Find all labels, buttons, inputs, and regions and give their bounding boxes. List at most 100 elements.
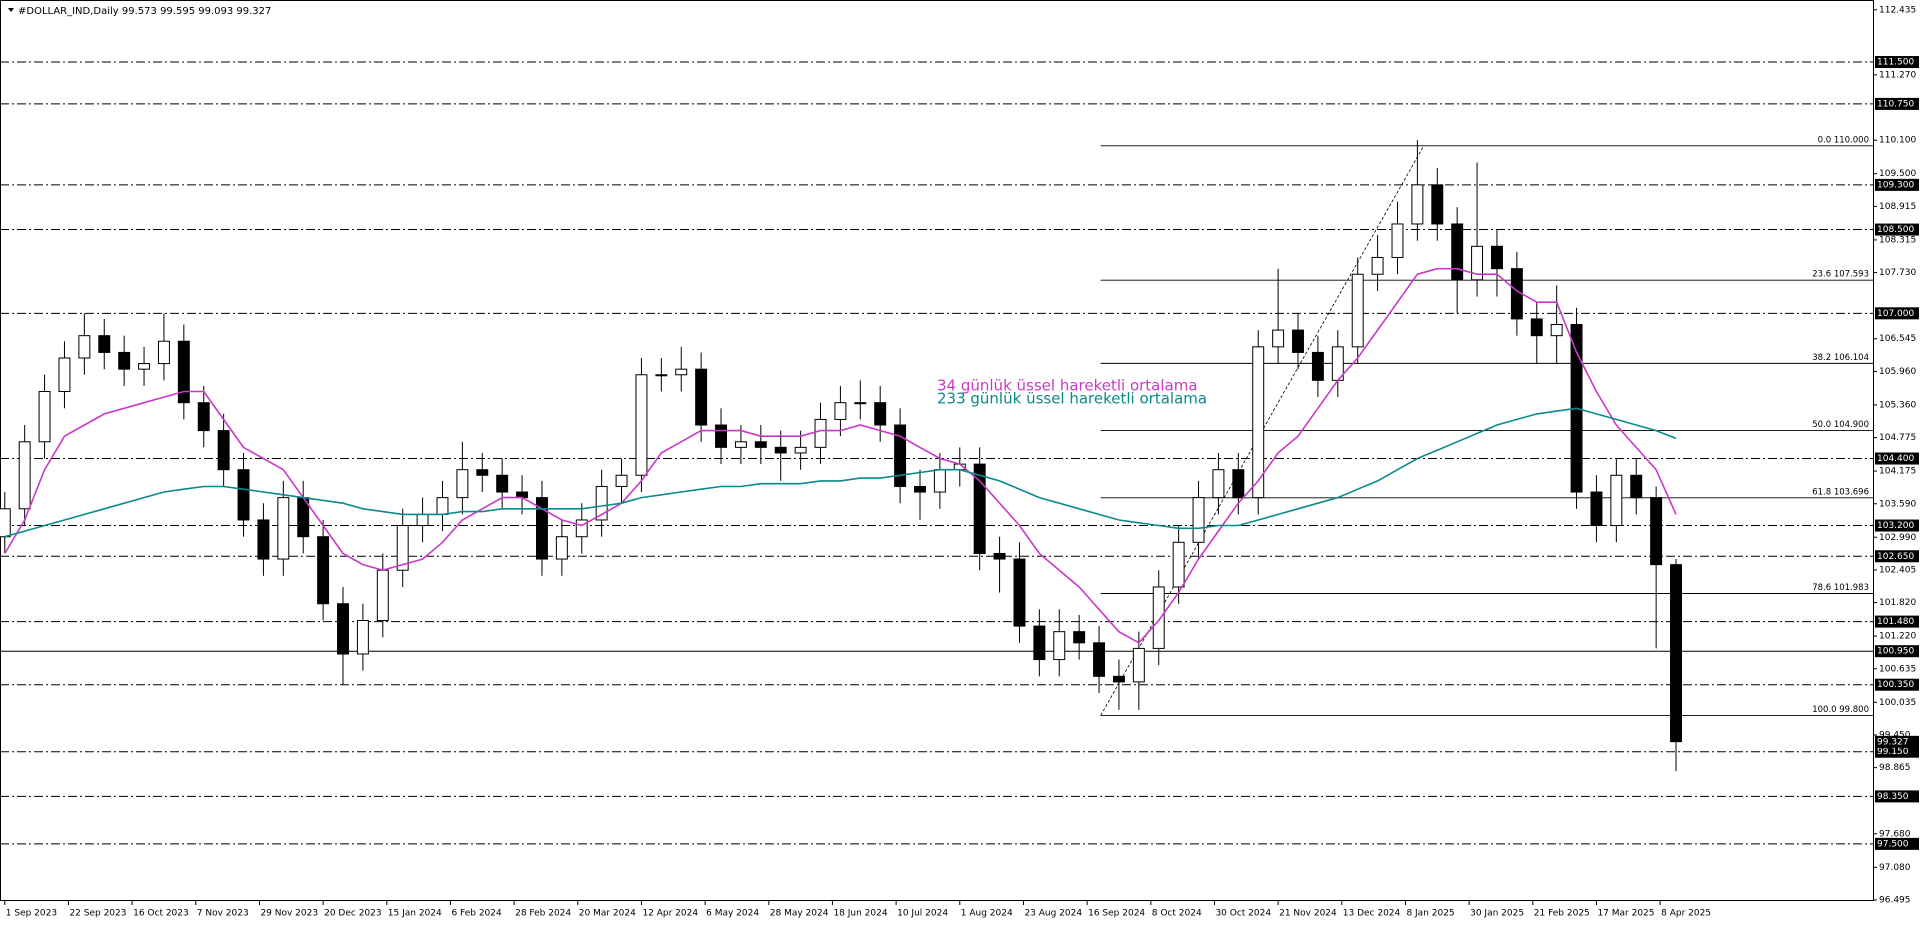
candle-body (157, 340, 170, 365)
level-label-box (1875, 745, 1919, 758)
candle-body (734, 441, 747, 448)
candle-body (476, 469, 489, 476)
candle (555, 519, 568, 576)
candle (1451, 207, 1464, 314)
fibo-label: 50.0 104.900 (1812, 420, 1869, 430)
y-tick-label: 100.035 (1879, 698, 1916, 708)
x-tick-label: 16 Sep 2024 (1088, 909, 1145, 919)
candle (317, 519, 330, 621)
level-label: 98.350 (1877, 792, 1909, 802)
candle-body (675, 368, 688, 376)
candle-body (933, 469, 946, 493)
candle-body (1630, 474, 1643, 499)
candle (337, 586, 349, 685)
candle-body (1152, 586, 1165, 649)
level-label: 110.750 (1877, 99, 1914, 109)
y-tick-label: 96.495 (1879, 896, 1911, 906)
candle (1431, 168, 1444, 241)
candle (1371, 235, 1384, 291)
candle-body (535, 497, 548, 560)
candle-body (496, 474, 509, 493)
candle (38, 374, 51, 459)
level-label: 97.500 (1877, 839, 1909, 849)
level-label-box (1875, 645, 1919, 658)
level-label-box (1875, 678, 1919, 691)
ema-line (4, 407, 1677, 538)
y-tick-label: 104.175 (1879, 467, 1916, 477)
x-tick-label: 10 Jul 2024 (897, 909, 948, 919)
y-tick-label: 100.635 (1879, 664, 1916, 674)
candle-body (1132, 647, 1145, 683)
last-price-label: 99.327 (1877, 737, 1909, 747)
candle-body (516, 491, 529, 499)
y-tick-label: 101.820 (1879, 598, 1916, 608)
level-label: 99.150 (1877, 747, 1909, 757)
level-label-box (1875, 452, 1919, 465)
level-label-box (1875, 97, 1919, 110)
level-label-box (1875, 307, 1919, 320)
candle (993, 536, 1006, 593)
level-label-box (1875, 615, 1919, 628)
candle-body (874, 402, 887, 426)
candle (1172, 525, 1185, 604)
menu-arrow[interactable] (8, 8, 14, 12)
y-tick-label: 104.775 (1879, 433, 1916, 443)
candle-body (794, 446, 807, 454)
candle (1252, 330, 1265, 515)
y-tick-label: 97.080 (1879, 863, 1911, 873)
candle-body (257, 519, 270, 560)
x-tick-label: 21 Nov 2024 (1279, 909, 1337, 919)
candle-body (1371, 256, 1384, 275)
candle (595, 469, 608, 537)
candle (794, 430, 807, 470)
x-tick-label: 16 Oct 2023 (133, 909, 189, 919)
candle-body (1391, 223, 1404, 258)
y-tick-label: 102.405 (1879, 565, 1916, 575)
candle-body (1650, 497, 1663, 566)
y-tick-label: 105.960 (1879, 367, 1916, 377)
candle-body (18, 441, 31, 510)
candle-body (1670, 564, 1683, 743)
level-label-box (1875, 178, 1919, 191)
candle-body (98, 335, 111, 353)
level-label-box (1875, 519, 1919, 532)
candle-body (1431, 184, 1444, 225)
y-tick-label: 98.865 (1879, 763, 1911, 773)
candle (1272, 268, 1285, 364)
candle-body (1232, 469, 1245, 499)
fibo-label: 78.6 101.983 (1812, 583, 1869, 593)
candle (1590, 475, 1603, 543)
candle-body (1590, 491, 1603, 527)
candle (734, 425, 747, 465)
level-label-box (1875, 790, 1919, 803)
candle-body (456, 469, 469, 499)
candle-body (197, 402, 210, 432)
y-tick-label: 112.435 (1879, 5, 1916, 15)
level-label: 109.300 (1877, 180, 1914, 190)
candle (456, 441, 469, 515)
candle (1192, 480, 1205, 560)
level-label-box (1875, 550, 1919, 563)
candle-body (376, 569, 389, 621)
plot-frame (0, 0, 1874, 901)
y-tick-label: 106.545 (1879, 334, 1916, 344)
x-tick-label: 18 Jun 2024 (833, 909, 887, 919)
y-tick-label: 103.590 (1879, 499, 1916, 509)
level-label: 104.400 (1877, 454, 1914, 464)
candle-body (436, 497, 449, 515)
candle (1630, 458, 1643, 515)
candle (1073, 614, 1086, 660)
candle (814, 402, 827, 465)
candle (1610, 458, 1623, 543)
fibo-label: 100.0 99.800 (1812, 705, 1869, 715)
candle-body (615, 474, 628, 487)
ema-line (4, 267, 1677, 644)
x-tick-label: 29 Nov 2023 (260, 909, 318, 919)
x-tick-label: 20 Mar 2024 (579, 909, 636, 919)
candle (1550, 285, 1563, 364)
candle-body (237, 469, 250, 521)
candle-body (695, 368, 708, 426)
candle (1311, 335, 1324, 398)
candle (1152, 570, 1165, 666)
